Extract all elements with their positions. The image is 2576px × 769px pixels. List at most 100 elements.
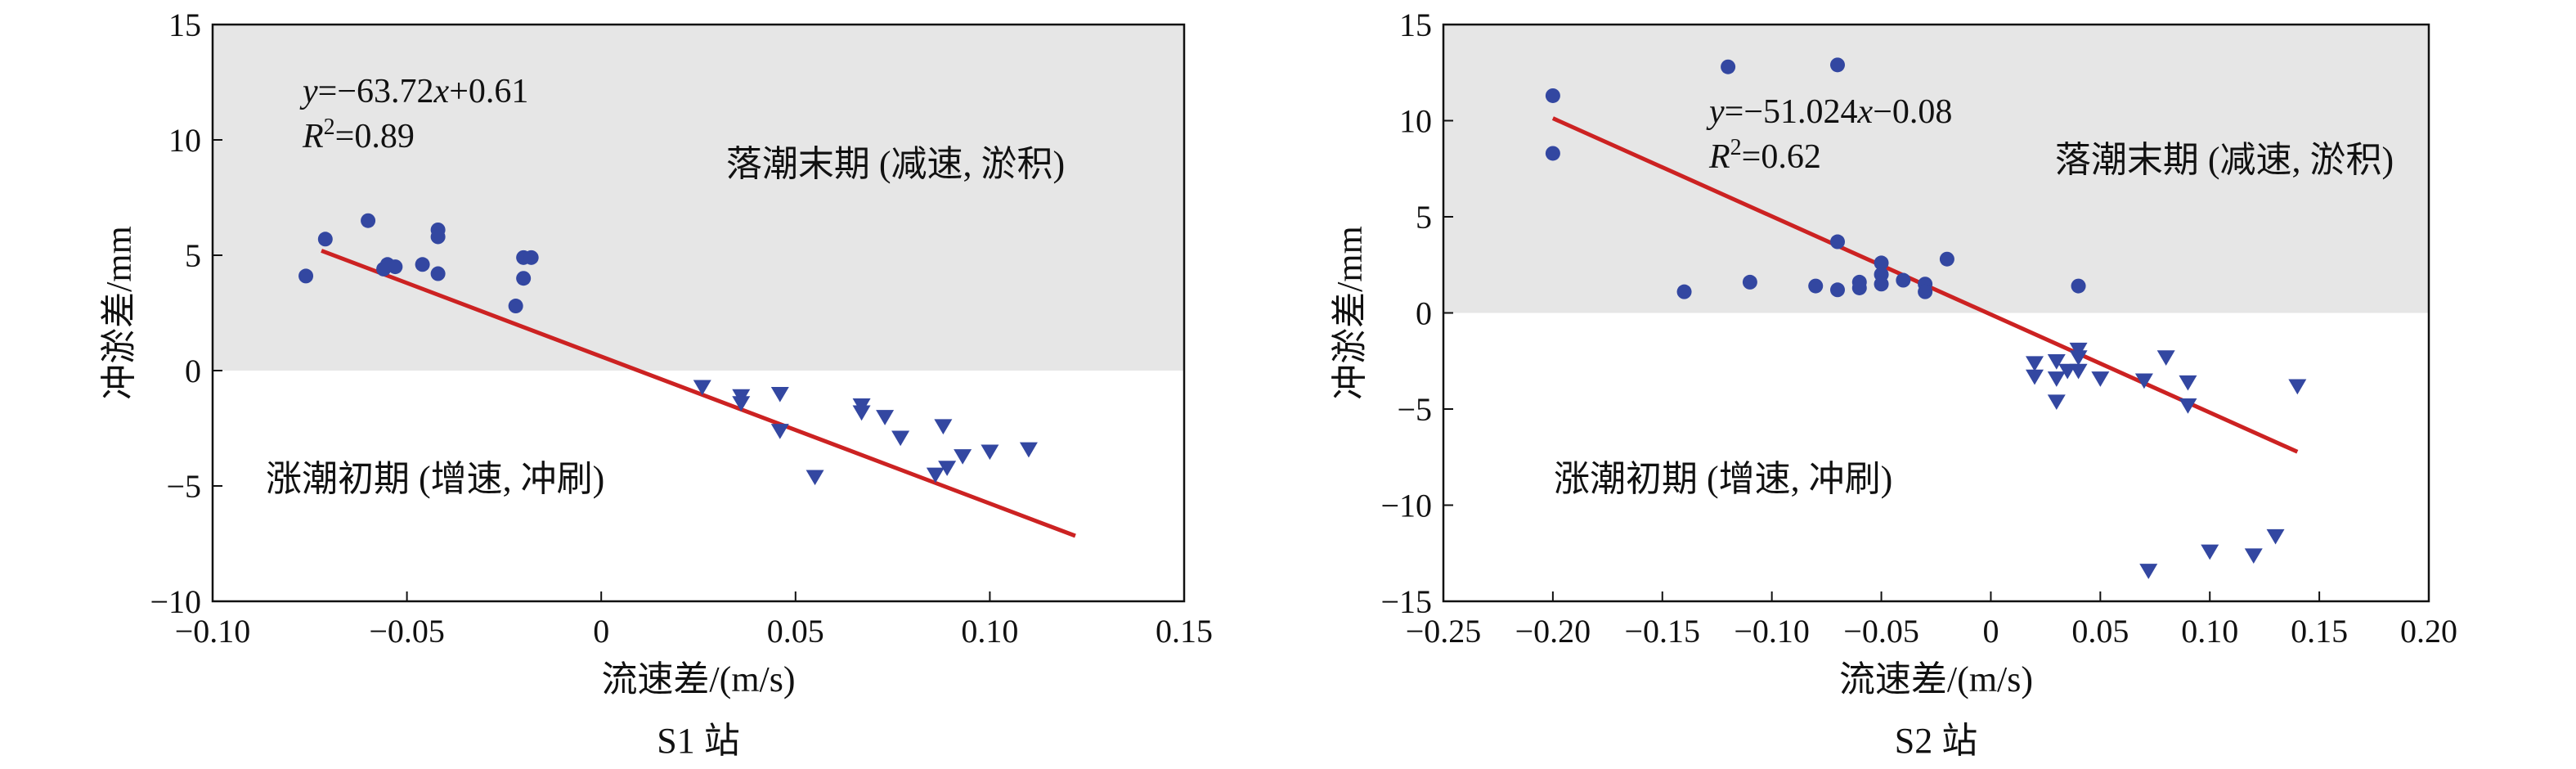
data-point-triangle — [954, 449, 972, 465]
y-tick-label: 15 — [168, 7, 201, 43]
data-point-circle — [1830, 57, 1845, 73]
plot-frame — [1442, 23, 2430, 603]
data-point-circle — [1874, 277, 1889, 292]
data-point-triangle — [2026, 369, 2044, 385]
data-point-circle — [1939, 251, 1954, 267]
data-point-triangle — [1019, 442, 1038, 458]
data-point-circle — [298, 268, 314, 284]
data-point-circle — [1851, 280, 1867, 295]
data-point-circle — [1830, 282, 1845, 298]
y-tick-label: 10 — [168, 122, 201, 159]
y-tick-label: 10 — [1399, 103, 1432, 140]
x-tick-label: −0.05 — [1843, 613, 1919, 650]
chart-1: −0.10 −0.05 0 0.05 0.10 0.15 −10 −5 0 5 10 15 落潮末期 (… — [99, 7, 1213, 761]
y-tick-label: 5 — [1416, 199, 1432, 236]
x-tick-label: 0 — [1982, 613, 1999, 650]
data-point-triangle — [806, 470, 824, 486]
x-tick-label: 0.10 — [961, 613, 1018, 650]
y-tick-label: −5 — [166, 468, 201, 505]
data-point-triangle — [2091, 371, 2110, 387]
data-point-triangle — [770, 386, 789, 402]
y-tick-label: 5 — [185, 237, 201, 274]
data-point-circle — [388, 259, 403, 275]
data-point-triangle — [2047, 354, 2066, 370]
data-point-triangle — [938, 461, 957, 476]
y-tick-label: −10 — [1380, 488, 1432, 524]
y-axis-label: 冲淤差/mm — [99, 226, 139, 400]
data-point-triangle — [2069, 363, 2088, 380]
chart-2: −0.25 −0.20 −0.15 −0.10 −0.05 0 0.05 0.10 0.15 0.… — [1330, 7, 2457, 761]
x-tick-label: −0.10 — [175, 613, 251, 650]
data-point-circle — [1918, 284, 1933, 299]
data-point-triangle — [981, 444, 999, 461]
shaded-region — [1443, 25, 2429, 313]
y-tick-label: 15 — [1399, 7, 1432, 43]
y-tick-label: −5 — [1397, 391, 1432, 428]
data-point-triangle — [2047, 371, 2066, 387]
data-point-triangle — [2026, 356, 2044, 372]
x-tick-label: −0.10 — [1734, 613, 1810, 650]
y-tick-label: −10 — [150, 583, 201, 620]
x-tick-label: −0.20 — [1515, 613, 1591, 650]
data-point-circle — [1545, 88, 1560, 103]
data-point-circle — [1808, 278, 1824, 294]
data-point-circle — [1896, 272, 1911, 288]
data-point-triangle — [693, 380, 711, 396]
annotation-flood-start: 涨潮初期 (增速, 冲刷) — [266, 459, 604, 499]
data-point-triangle — [2266, 528, 2285, 545]
data-point-circle — [430, 266, 446, 281]
data-point-circle — [1676, 284, 1692, 299]
x-axis-label: 流速差/(m/s) — [601, 659, 795, 699]
data-point-triangle — [2069, 342, 2088, 358]
data-point-triangle — [2201, 544, 2219, 560]
data-point-circle — [430, 229, 446, 245]
data-point-circle — [508, 299, 523, 314]
x-tick-label: 0.20 — [2400, 613, 2457, 650]
fit-equation: y=−63.72x+0.61 — [299, 73, 528, 110]
y-tick-label: 0 — [185, 353, 201, 389]
shaded-region — [213, 25, 1184, 371]
x-tick-label: 0.10 — [2181, 613, 2238, 650]
x-axis-label: 流速差/(m/s) — [1839, 659, 2033, 699]
data-point-triangle — [876, 410, 895, 425]
fit-r-squared: R2=0.62 — [1708, 135, 1821, 176]
regression-line — [321, 249, 1076, 538]
x-tick-label: 0.05 — [767, 613, 824, 650]
data-point-circle — [1721, 59, 1736, 74]
x-tick-label: −0.25 — [1406, 613, 1482, 650]
data-point-circle — [2071, 278, 2086, 294]
data-point-triangle — [2244, 548, 2263, 564]
data-point-circle — [1874, 255, 1889, 271]
data-point-triangle — [926, 467, 945, 483]
x-tick-label: 0.15 — [1156, 613, 1213, 650]
x-tick-label: 0 — [593, 613, 609, 650]
data-point-triangle — [2047, 394, 2066, 411]
annotation-flood-start: 涨潮初期 (增速, 冲刷) — [1554, 459, 1892, 499]
y-tick-label: −15 — [1380, 583, 1432, 620]
data-point-triangle — [732, 396, 751, 411]
x-tick-label: 0.05 — [2071, 613, 2129, 650]
data-point-circle — [361, 213, 376, 228]
y-tick-label: 0 — [1416, 295, 1432, 332]
data-point-triangle — [2134, 373, 2153, 389]
data-point-circle — [317, 232, 333, 247]
x-tick-label: −0.15 — [1624, 613, 1700, 650]
data-point-triangle — [2179, 398, 2197, 414]
data-point-triangle — [934, 419, 953, 435]
data-point-circle — [523, 250, 539, 265]
data-point-triangle — [2156, 350, 2175, 366]
data-point-triangle — [2179, 375, 2197, 391]
data-point-triangle — [2069, 350, 2088, 366]
data-point-circle — [1830, 234, 1845, 250]
data-point-triangle — [891, 430, 910, 447]
data-point-circle — [1742, 274, 1757, 290]
station-label: S2 站 — [1895, 721, 1977, 761]
data-point-triangle — [2139, 564, 2158, 579]
data-point-circle — [415, 257, 430, 272]
data-point-circle — [1545, 146, 1560, 161]
fit-equation: y=−51.024x−0.08 — [1706, 93, 1952, 131]
data-point-triangle — [2288, 379, 2307, 395]
plot-frame — [211, 23, 1186, 603]
data-point-triangle — [852, 405, 871, 421]
